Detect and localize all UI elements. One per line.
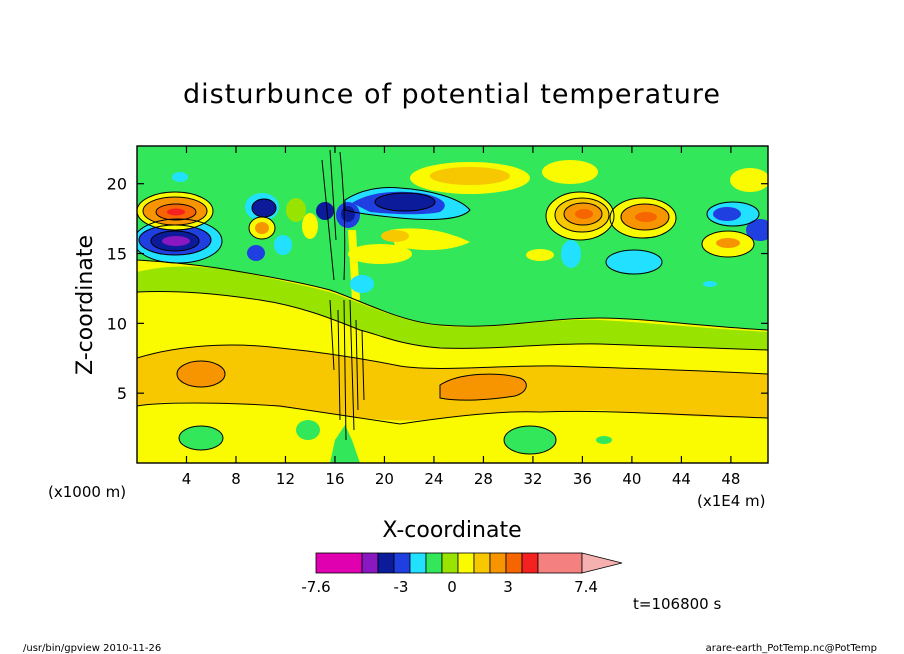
yellow-patch-x32 bbox=[526, 249, 554, 261]
colorbar-swatch bbox=[521, 552, 539, 574]
yellow-patch-top-right bbox=[542, 160, 598, 184]
x-tick-label: 16 bbox=[325, 470, 344, 488]
blue-blob-low-x10 bbox=[247, 245, 265, 261]
yellow-patch-top-edge bbox=[730, 168, 768, 192]
orange-core-x48 bbox=[716, 238, 740, 248]
yellow-patch-plume bbox=[348, 244, 412, 264]
contour-field bbox=[137, 146, 768, 463]
colorbar-swatch bbox=[473, 552, 491, 574]
y-tick-label: 20 bbox=[107, 175, 127, 194]
x-axis-label: X-coordinate bbox=[382, 518, 521, 543]
red-core-upper-left bbox=[167, 208, 185, 216]
x-tick-label: 8 bbox=[231, 470, 241, 488]
green-blob-lower-right bbox=[504, 426, 556, 454]
navy-band-top bbox=[375, 193, 435, 211]
green-plume-base bbox=[330, 425, 360, 463]
navy-core-x15 bbox=[316, 202, 334, 220]
orange-patch-top bbox=[430, 167, 510, 185]
cyan-blob-x12 bbox=[274, 235, 292, 255]
colorbar-swatch bbox=[361, 552, 379, 574]
footer-left-note: /usr/bin/gpview 2010-11-26 bbox=[23, 643, 161, 654]
colorbar-swatch bbox=[409, 552, 427, 574]
cyan-blob-x35 bbox=[561, 240, 581, 268]
x-tick-label: 40 bbox=[622, 470, 641, 488]
colorbar bbox=[315, 552, 623, 574]
colorbar-swatch bbox=[505, 552, 523, 574]
y-axis-ticks: 5 10 15 20 bbox=[107, 175, 768, 403]
x-tick-label: 4 bbox=[182, 470, 192, 488]
plot-frame bbox=[136, 145, 769, 464]
transition-band bbox=[137, 266, 768, 350]
colorbar-swatch bbox=[377, 552, 395, 574]
colorbar-swatch bbox=[489, 552, 507, 574]
contour-lines bbox=[137, 149, 768, 455]
y-tick-label: 15 bbox=[107, 245, 127, 264]
orange-core-mid bbox=[440, 374, 527, 401]
colorbar-tick-label: 3 bbox=[503, 578, 513, 596]
colorbar-tick-label: -7.6 bbox=[301, 578, 330, 596]
purple-core-left bbox=[162, 236, 190, 246]
colorbar-tick-label: 7.4 bbox=[574, 578, 598, 596]
cyan-blob-plume bbox=[350, 275, 374, 293]
x-tick-label: 48 bbox=[721, 470, 740, 488]
footer-right-note: arare-earth_PotTemp.nc@PotTemp bbox=[706, 643, 877, 654]
time-label: t=106800 s bbox=[633, 595, 721, 613]
colorbar-end-triangle bbox=[581, 552, 623, 574]
colorbar-swatch bbox=[537, 552, 583, 574]
y-axis-label: Z-coordinate bbox=[73, 235, 98, 375]
navy-core-x10 bbox=[252, 199, 276, 217]
orange-blob-x10 bbox=[255, 222, 269, 234]
orange-patch-x22 bbox=[381, 230, 409, 242]
y-tick-label: 10 bbox=[107, 314, 127, 333]
x-tick-label: 44 bbox=[672, 470, 691, 488]
navy-core-x17 bbox=[341, 206, 355, 222]
green-blob-lower-left bbox=[179, 426, 223, 450]
cyan-blob-top-left bbox=[172, 172, 188, 182]
blue-core-edge bbox=[746, 219, 768, 241]
x-tick-label: 12 bbox=[276, 470, 295, 488]
lime-stripe-1 bbox=[286, 198, 306, 222]
colorbar-swatch bbox=[393, 552, 411, 574]
colorbar-swatch bbox=[441, 552, 459, 574]
y-unit-label: (x1000 m) bbox=[48, 483, 126, 501]
colorbar-tick-label: 0 bbox=[447, 578, 457, 596]
blue-core-x48 bbox=[713, 207, 741, 221]
colorbar-swatch bbox=[457, 552, 475, 574]
yellow-stripe-1 bbox=[302, 213, 318, 239]
x-tick-label: 28 bbox=[474, 470, 493, 488]
colorbar-swatch bbox=[315, 552, 363, 574]
cyan-blob-x40 bbox=[606, 250, 662, 274]
red-core-x36 bbox=[575, 209, 593, 219]
x-tick-label: 24 bbox=[424, 470, 443, 488]
chart-title: disturbunce of potential temperature bbox=[183, 79, 721, 110]
y-tick-label: 5 bbox=[117, 384, 127, 403]
green-blob-lower-mid bbox=[296, 420, 320, 440]
cyan-blob-small-right bbox=[703, 281, 717, 287]
green-blob-small bbox=[596, 436, 612, 444]
red-core-x41 bbox=[635, 212, 657, 222]
colorbar-swatch bbox=[425, 552, 443, 574]
x-tick-label: 20 bbox=[375, 470, 394, 488]
x-tick-label: 32 bbox=[523, 470, 542, 488]
colorbar-tick-label: -3 bbox=[394, 578, 409, 596]
x-tick-label: 36 bbox=[573, 470, 592, 488]
yellow-patch-x22 bbox=[390, 228, 470, 251]
x-axis-ticks: 4 8 12 16 20 24 28 32 36 40 44 48 bbox=[182, 146, 740, 488]
x-unit-label: (x1E4 m) bbox=[697, 492, 766, 510]
orange-core-left bbox=[177, 361, 225, 387]
colorbar-tick-labels: -7.6 -3 0 3 7.4 bbox=[301, 578, 598, 596]
